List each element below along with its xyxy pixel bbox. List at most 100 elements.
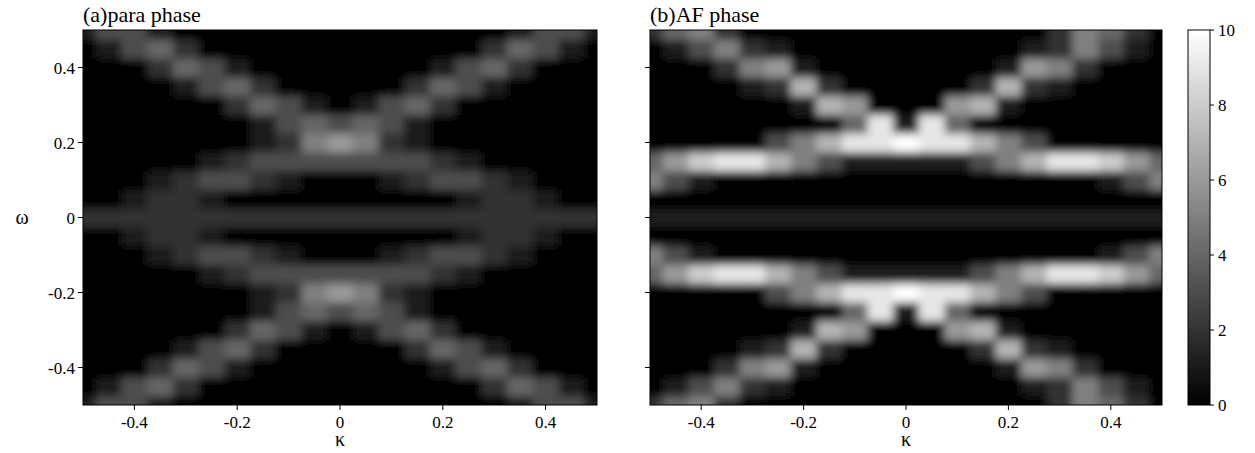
heat-cell xyxy=(765,171,791,190)
heat-cell xyxy=(740,189,766,208)
heat-cell xyxy=(456,358,482,377)
heat-cell xyxy=(456,152,482,171)
heat-cell xyxy=(816,208,842,227)
heat-cell xyxy=(996,208,1022,227)
heat-cell xyxy=(481,77,507,96)
heat-cell xyxy=(1124,171,1150,190)
heat-cell xyxy=(1072,171,1098,190)
heat-cell xyxy=(714,208,740,227)
heat-cell xyxy=(1072,39,1098,58)
heat-cell xyxy=(327,227,353,246)
heat-cell xyxy=(1124,377,1150,396)
heat-cell xyxy=(663,39,689,58)
cells-clip xyxy=(83,30,597,405)
heat-cell xyxy=(996,77,1022,96)
heat-cell xyxy=(893,321,919,340)
heat-cell xyxy=(199,114,225,133)
y-tick xyxy=(645,292,650,293)
heat-cell xyxy=(791,339,817,358)
heat-cell xyxy=(481,208,507,227)
heat-cell xyxy=(765,114,791,133)
heat-cell xyxy=(481,189,507,208)
heat-cell xyxy=(1072,246,1098,265)
heat-cell xyxy=(765,246,791,265)
heat-cell xyxy=(224,339,250,358)
heat-cell xyxy=(842,171,868,190)
heat-cell xyxy=(173,189,199,208)
heat-cell xyxy=(558,96,584,115)
heat-cell xyxy=(868,30,894,40)
heat-cell xyxy=(173,171,199,190)
heat-cell xyxy=(533,339,559,358)
heat-cell xyxy=(533,189,559,208)
heat-cell xyxy=(893,152,919,171)
heat-cell xyxy=(533,208,559,227)
heat-cell xyxy=(122,30,148,40)
heat-cell xyxy=(147,358,173,377)
heat-cell xyxy=(456,246,482,265)
heat-cell xyxy=(404,358,430,377)
heat-cell xyxy=(650,358,663,377)
heat-cell xyxy=(353,96,379,115)
heat-cell xyxy=(481,227,507,246)
heat-cell xyxy=(96,264,122,283)
heat-cell xyxy=(199,339,225,358)
heat-cell xyxy=(765,302,791,321)
heat-cell xyxy=(327,189,353,208)
heat-cell xyxy=(301,39,327,58)
heat-cell xyxy=(791,30,817,40)
heat-cell xyxy=(650,227,663,246)
heat-cell xyxy=(276,152,302,171)
heat-cell xyxy=(327,39,353,58)
heat-cell xyxy=(996,189,1022,208)
heat-cell xyxy=(301,302,327,321)
heat-cell xyxy=(1021,283,1047,302)
heat-cell xyxy=(996,302,1022,321)
heat-cell xyxy=(122,339,148,358)
heat-cell xyxy=(688,152,714,171)
heat-cell xyxy=(650,30,663,40)
heat-cell xyxy=(1124,133,1150,152)
cells xyxy=(83,30,597,405)
heat-cell xyxy=(481,30,507,40)
heat-cell xyxy=(1098,358,1124,377)
heat-cell xyxy=(970,189,996,208)
heat-cell xyxy=(507,302,533,321)
heat-cell xyxy=(301,339,327,358)
heat-cell xyxy=(1149,30,1162,40)
heat-cell xyxy=(996,171,1022,190)
heat-cell xyxy=(147,227,173,246)
heat-cell xyxy=(765,321,791,340)
heat-cell xyxy=(650,264,663,283)
heat-cell xyxy=(173,152,199,171)
heat-cell xyxy=(765,377,791,396)
heat-cell xyxy=(122,189,148,208)
heat-cell xyxy=(353,302,379,321)
heat-cell xyxy=(1021,189,1047,208)
heat-cell xyxy=(353,339,379,358)
heat-cell xyxy=(301,114,327,133)
heat-cell xyxy=(1149,264,1162,283)
heat-cell xyxy=(765,283,791,302)
heat-cell xyxy=(327,30,353,40)
heat-cell xyxy=(842,96,868,115)
heat-cell xyxy=(1047,58,1073,77)
heat-cell xyxy=(688,133,714,152)
heat-cell xyxy=(816,96,842,115)
heat-cell xyxy=(1021,321,1047,340)
heat-cell xyxy=(122,77,148,96)
heat-cell xyxy=(456,189,482,208)
heat-cell xyxy=(663,339,689,358)
heat-cell xyxy=(481,358,507,377)
heat-cell xyxy=(791,283,817,302)
heat-cell xyxy=(714,358,740,377)
heat-cell xyxy=(919,264,945,283)
heat-cell xyxy=(1124,39,1150,58)
heat-cell xyxy=(919,302,945,321)
heat-cell xyxy=(199,283,225,302)
heat-cell xyxy=(301,377,327,396)
heat-cell xyxy=(276,283,302,302)
heat-cell xyxy=(944,152,970,171)
heat-cell xyxy=(816,114,842,133)
heat-cell xyxy=(944,39,970,58)
